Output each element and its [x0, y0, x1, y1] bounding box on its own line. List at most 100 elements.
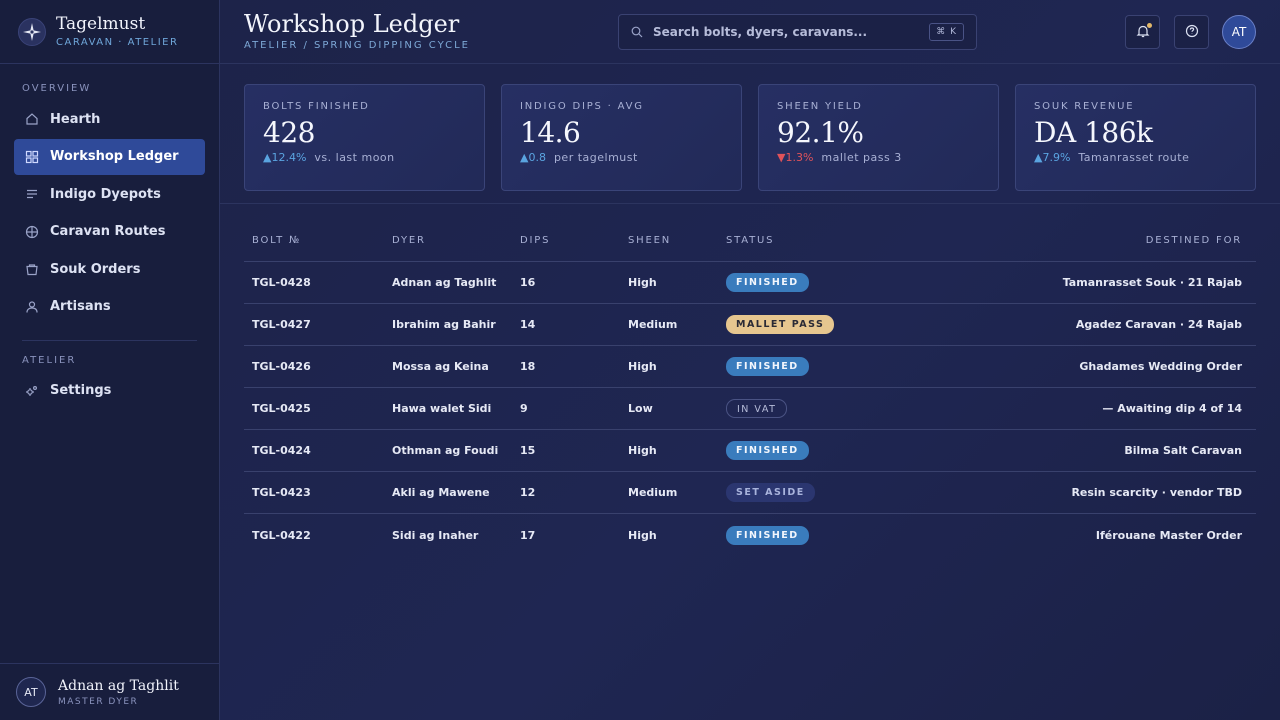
kpi-cards: BOLTS FINISHED 428 ▲12.4% vs. last moon I…	[244, 84, 1256, 191]
status-badge: FINISHED	[726, 357, 809, 376]
cell-dips: 15	[520, 444, 536, 457]
cell-dips: 14	[520, 318, 536, 331]
status-badge: FINISHED	[726, 525, 809, 545]
column-header-status[interactable]: STATUS	[726, 235, 775, 246]
cell-dyer: Sidi ag Inaher	[392, 528, 479, 542]
cell-dyer: Hawa walet Sidi	[392, 402, 492, 415]
kpi-card-sheen-yield: SHEEN YIELD 92.1% ▼1.3% mallet pass 3	[758, 84, 999, 191]
notifications-button[interactable]	[1125, 15, 1160, 49]
user-profile[interactable]: AT Adnan ag Taghlit MASTER DYER	[0, 663, 219, 720]
cell-dips: 18	[520, 360, 536, 373]
cell-bolt: TGL-0424	[252, 444, 311, 457]
search-placeholder: Search bolts, dyers, caravans...	[653, 25, 868, 39]
cell-bolt: TGL-0425	[252, 402, 311, 415]
sidebar-item-hearth[interactable]: Hearth	[14, 101, 205, 137]
page-title: Workshop Ledger	[244, 10, 460, 38]
sidebar-item-souk-orders[interactable]: Souk Orders	[14, 251, 205, 287]
table-row[interactable]: TGL-0424 Othman ag Foudi 15 High FINISHE…	[244, 430, 1256, 472]
table-row[interactable]: TGL-0427 Ibrahim ag Bahir 14 Medium MALL…	[244, 304, 1256, 346]
cell-bolt: TGL-0423	[252, 486, 311, 499]
status-badge: MALLET PASS	[726, 315, 835, 334]
column-header-dips[interactable]: DIPS	[520, 235, 551, 246]
bell-icon	[1136, 23, 1150, 42]
section-label-atelier: ATELIER	[22, 354, 77, 366]
table-row[interactable]: TGL-0423 Akli ag Mawene 12 Medium SET AS…	[244, 472, 1256, 514]
kpi-note: Tamanrasset route	[1078, 151, 1190, 164]
sidebar-item-settings[interactable]: Settings	[14, 373, 205, 409]
kpi-value: 428	[263, 116, 315, 149]
person-icon	[24, 299, 40, 315]
gear-icon	[24, 383, 40, 399]
section-label-overview: OVERVIEW	[22, 83, 92, 94]
kpi-card-indigo-dips: INDIGO DIPS · AVG 14.6 ▲0.8 per tagelmust	[501, 84, 742, 191]
sidebar-item-label: Hearth	[50, 111, 101, 127]
sidebar-nav: Hearth Workshop Ledger Indigo Dyepots Ca…	[0, 101, 219, 325]
kpi-delta: ▼1.3%	[777, 151, 814, 164]
search-input[interactable]: Search bolts, dyers, caravans... ⌘ K	[618, 14, 977, 50]
section-divider	[220, 203, 1280, 204]
cell-sheen: Medium	[628, 318, 678, 331]
account-avatar[interactable]: AT	[1222, 15, 1256, 49]
help-button[interactable]	[1174, 15, 1209, 49]
status-badge: IN VAT	[726, 399, 788, 418]
notification-dot	[1147, 23, 1152, 28]
cell-sheen: High	[628, 528, 657, 542]
cell-sheen: Low	[628, 402, 653, 415]
sidebar-item-indigo-dyepots[interactable]: Indigo Dyepots	[14, 176, 205, 212]
column-header-sheen[interactable]: SHEEN	[628, 235, 671, 246]
table-row[interactable]: TGL-0425 Hawa walet Sidi 9 Low IN VAT — …	[244, 388, 1256, 430]
cell-destination: Ghadames Wedding Order	[1079, 360, 1242, 373]
cell-destination: — Awaiting dip 4 of 14	[1102, 402, 1242, 415]
table-row[interactable]: TGL-0426 Mossa ag Keina 18 High FINISHED…	[244, 346, 1256, 388]
sidebar-item-label: Settings	[50, 383, 112, 398]
home-icon	[24, 111, 40, 127]
cell-bolt: TGL-0426	[252, 360, 311, 373]
brand[interactable]: Tagelmust CARAVAN · ATELIER	[0, 0, 219, 64]
sidebar-item-workshop-ledger[interactable]: Workshop Ledger	[14, 138, 205, 175]
kpi-delta: ▲12.4%	[263, 151, 307, 164]
sidebar-item-caravan-routes[interactable]: Caravan Routes	[14, 214, 205, 250]
kpi-delta: ▲7.9%	[1034, 151, 1071, 164]
search-shortcut-badge: ⌘ K	[929, 23, 964, 41]
kpi-label: BOLTS FINISHED	[263, 101, 370, 112]
sidebar-item-label: Caravan Routes	[50, 224, 166, 239]
cell-destination: Resin scarcity · vendor TBD	[1071, 486, 1242, 499]
kpi-card-souk-revenue: SOUK REVENUE DA 186k ▲7.9% Tamanrasset ro…	[1015, 84, 1256, 191]
cell-sheen: Medium	[628, 486, 678, 499]
help-icon	[1185, 23, 1199, 42]
column-header-destination[interactable]: DESTINED FOR	[1145, 235, 1242, 246]
kpi-value: DA 186k	[1034, 116, 1153, 149]
kpi-note: mallet pass 3	[821, 151, 902, 164]
cell-dyer: Othman ag Foudi	[392, 444, 499, 457]
search-icon	[631, 23, 643, 42]
brand-tagline: CARAVAN · ATELIER	[56, 37, 179, 48]
cell-dips: 12	[520, 486, 536, 499]
column-header-bolt[interactable]: BOLT №	[252, 235, 302, 246]
cell-bolt: TGL-0428	[252, 276, 311, 289]
avatar: AT	[16, 677, 46, 707]
sidebar-item-label: Artisans	[50, 299, 111, 314]
user-name: Adnan ag Taghlit	[58, 677, 179, 694]
cell-dyer: Adnan ag Taghlit	[392, 276, 497, 289]
cell-dips: 17	[520, 528, 536, 542]
table-row[interactable]: TGL-0428 Adnan ag Taghlit 16 High FINISH…	[244, 262, 1256, 304]
sidebar-item-artisans[interactable]: Artisans	[14, 289, 205, 325]
ledger-table: BOLT № DYER DIPS SHEEN STATUS DESTINED F…	[244, 220, 1256, 556]
cell-dips: 16	[520, 276, 536, 289]
cell-bolt: TGL-0427	[252, 318, 311, 331]
kpi-label: SHEEN YIELD	[777, 101, 863, 112]
compass-star-logo-icon	[18, 17, 46, 46]
cell-dyer: Mossa ag Keina	[392, 360, 489, 373]
sidebar-item-label: Indigo Dyepots	[50, 186, 161, 202]
cell-sheen: High	[628, 276, 657, 289]
cell-dyer: Akli ag Mawene	[392, 486, 490, 499]
basket-icon	[24, 261, 40, 277]
cell-sheen: High	[628, 360, 657, 373]
column-header-dyer[interactable]: DYER	[392, 235, 426, 246]
status-badge: FINISHED	[726, 441, 809, 460]
kpi-note: per tagelmust	[553, 151, 638, 164]
grid-icon	[24, 149, 40, 165]
table-row[interactable]: TGL-0422 Sidi ag Inaher 17 High FINISHED…	[244, 514, 1256, 556]
kpi-card-bolts-finished: BOLTS FINISHED 428 ▲12.4% vs. last moon	[244, 84, 485, 191]
